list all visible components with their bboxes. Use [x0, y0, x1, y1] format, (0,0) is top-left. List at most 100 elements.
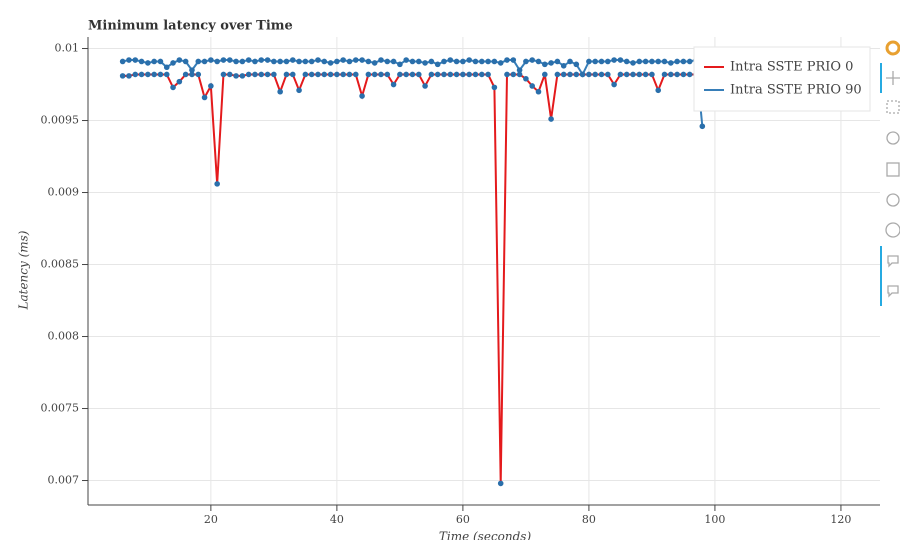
- data-point: [208, 83, 214, 89]
- x-tick-label: 60: [456, 513, 470, 526]
- data-point: [573, 61, 580, 68]
- data-point: [661, 71, 668, 78]
- data-point: [567, 58, 573, 65]
- data-point: [296, 58, 302, 65]
- chart-title: Minimum latency over Time: [88, 19, 293, 34]
- hover-tool[interactable]: [887, 255, 899, 268]
- data-point: [598, 58, 605, 65]
- x-tick-label: 120: [830, 513, 851, 526]
- data-point: [504, 57, 510, 63]
- y-tick-label: 0.0075: [41, 402, 80, 415]
- x-tick-label: 100: [704, 513, 725, 526]
- data-point: [560, 63, 567, 69]
- data-point: [611, 57, 617, 63]
- data-point: [308, 71, 315, 78]
- series-line: [122, 73, 703, 484]
- data-point: [485, 71, 491, 78]
- data-point: [170, 84, 176, 91]
- data-point: [226, 71, 233, 78]
- box-zoom-tool[interactable]: [886, 100, 900, 114]
- data-point: [630, 71, 636, 78]
- data-point: [466, 71, 472, 78]
- y-tick-label: 0.008: [48, 330, 80, 343]
- data-point: [605, 71, 611, 78]
- data-point: [630, 60, 636, 66]
- data-point: [510, 71, 517, 78]
- data-point: [434, 61, 441, 68]
- data-point: [674, 71, 680, 78]
- data-point: [371, 60, 378, 66]
- x-tick-label: 20: [204, 513, 218, 526]
- save-tool[interactable]: [886, 162, 900, 177]
- data-point: [409, 58, 416, 65]
- toolbar-active: [880, 63, 882, 93]
- data-point: [617, 57, 624, 63]
- data-point: [649, 58, 655, 65]
- data-point: [138, 71, 145, 78]
- data-point: [504, 71, 510, 78]
- data-point: [460, 71, 466, 78]
- pan-tool[interactable]: [886, 71, 900, 85]
- data-point: [296, 87, 302, 94]
- data-point: [422, 60, 428, 66]
- data-point: [176, 78, 183, 85]
- data-point: [384, 58, 391, 65]
- data-point: [195, 71, 202, 78]
- logo[interactable]: [885, 40, 900, 56]
- data-point: [176, 57, 183, 63]
- legend-box: [693, 46, 871, 112]
- data-point: [321, 71, 328, 78]
- data-point: [189, 67, 195, 73]
- data-point: [390, 58, 397, 65]
- data-point: [208, 57, 214, 63]
- data-point: [491, 58, 498, 65]
- data-point: [119, 58, 126, 65]
- hover-tool[interactable]: [887, 285, 899, 298]
- x-axis-label: Time (seconds): [439, 530, 532, 540]
- data-point: [497, 480, 504, 487]
- help-tool[interactable]: [885, 222, 900, 238]
- data-point: [258, 57, 265, 63]
- data-point: [201, 94, 208, 101]
- data-point: [535, 88, 542, 95]
- data-point: [119, 73, 126, 79]
- data-point: [239, 58, 246, 65]
- data-point: [491, 84, 498, 91]
- data-point: [415, 58, 422, 65]
- wheel-zoom-tool[interactable]: [886, 131, 900, 145]
- toolbar: [880, 40, 900, 306]
- data-point: [680, 71, 687, 78]
- data-point: [271, 71, 277, 78]
- data-point: [686, 71, 693, 78]
- y-tick-label: 0.01: [55, 42, 80, 55]
- data-point: [586, 71, 592, 78]
- data-point: [409, 71, 416, 78]
- data-point: [611, 81, 617, 88]
- x-tick-label: 40: [330, 513, 344, 526]
- data-point: [327, 60, 334, 66]
- data-point: [352, 71, 359, 78]
- data-point: [668, 60, 674, 66]
- data-point: [516, 71, 523, 78]
- data-point: [497, 60, 504, 66]
- data-point: [220, 57, 227, 63]
- data-point: [441, 71, 447, 78]
- data-point: [655, 87, 662, 94]
- data-point: [378, 57, 384, 63]
- toolbar-active: [880, 246, 882, 306]
- reset-tool[interactable]: [886, 193, 900, 207]
- data-point: [214, 181, 220, 187]
- data-point: [315, 57, 321, 63]
- data-point: [157, 71, 164, 78]
- data-point: [327, 71, 334, 78]
- data-point: [623, 58, 630, 65]
- data-point: [201, 58, 208, 65]
- data-point: [195, 58, 202, 65]
- data-point: [642, 71, 649, 78]
- data-point: [233, 58, 239, 65]
- data-point: [352, 57, 359, 63]
- data-point: [189, 71, 195, 78]
- data-point: [390, 81, 397, 88]
- data-point: [403, 71, 409, 78]
- data-point: [422, 83, 428, 89]
